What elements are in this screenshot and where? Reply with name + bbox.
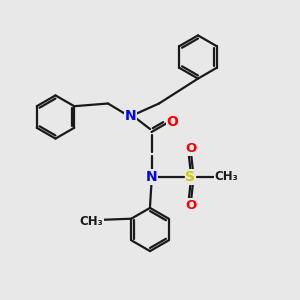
Text: S: S [185, 170, 196, 184]
Text: O: O [167, 115, 178, 128]
Text: O: O [185, 199, 196, 212]
Text: CH₃: CH₃ [214, 170, 239, 184]
Text: N: N [146, 170, 157, 184]
Text: O: O [185, 142, 196, 155]
Text: N: N [125, 109, 136, 122]
Text: CH₃: CH₃ [80, 215, 103, 228]
